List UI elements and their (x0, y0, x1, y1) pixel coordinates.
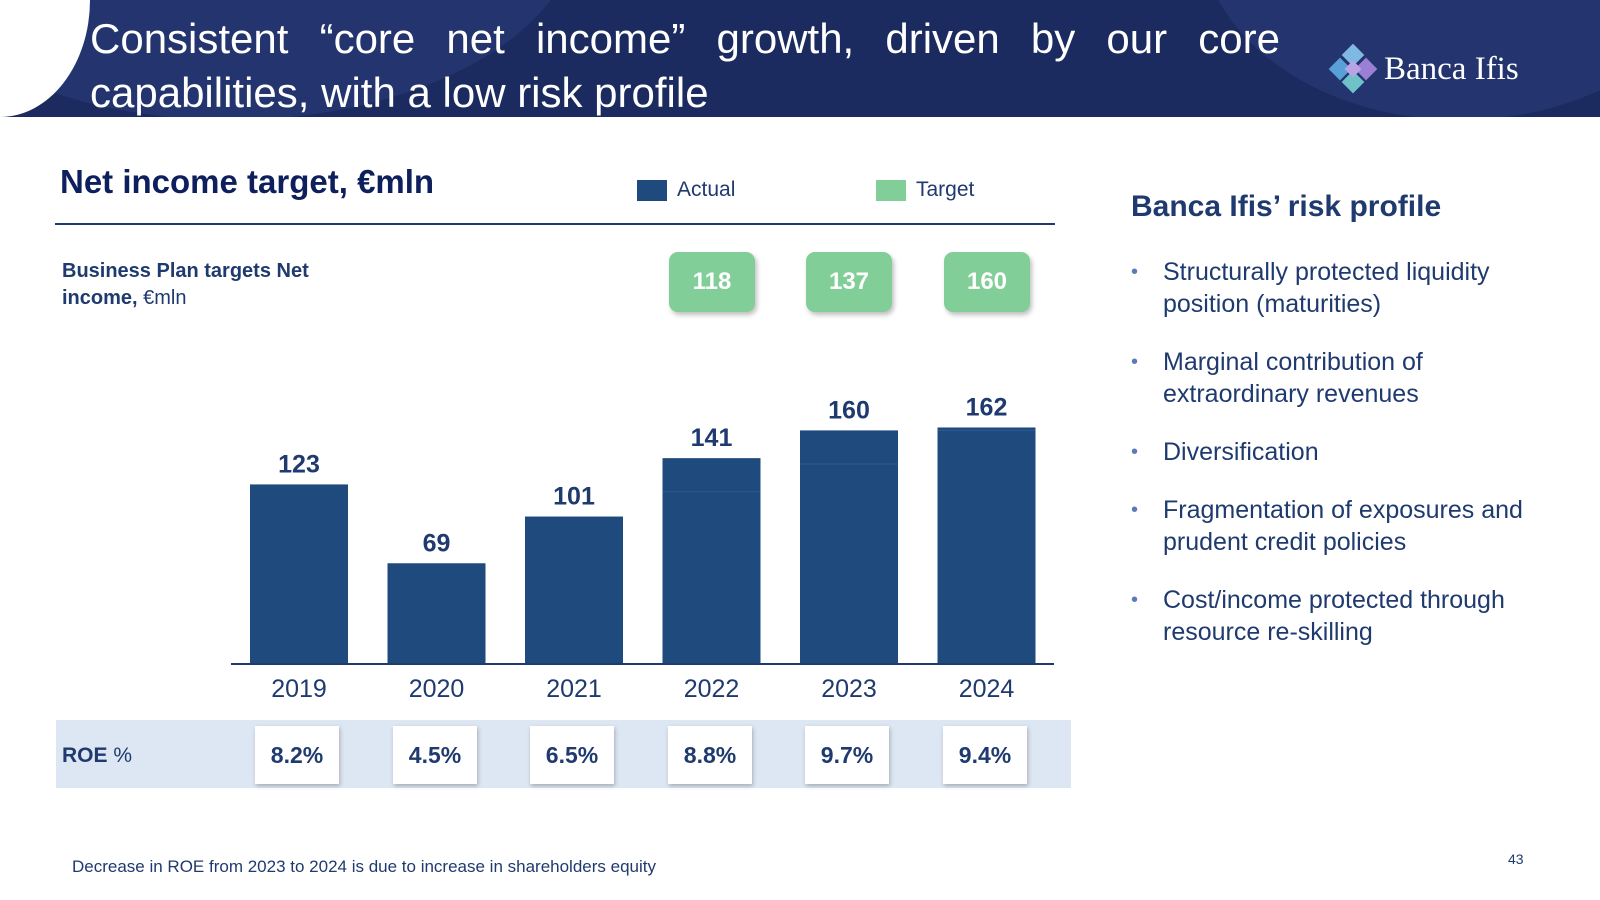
legend-swatch-target (876, 179, 906, 201)
logo-diamond-icon (1328, 44, 1378, 94)
roe-label-unit: % (113, 744, 133, 767)
bullet-icon: • (1131, 589, 1139, 611)
value-label-2023: 160 (828, 396, 870, 424)
risk-item: • Fragmentation of exposures and prudent … (1131, 494, 1571, 558)
bar-actual-2019 (250, 484, 348, 664)
legend-item-actual: Actual (637, 178, 735, 202)
risk-item: • Marginal contribution of extraordinary … (1131, 346, 1571, 410)
bar-actual-2024 (937, 427, 1036, 664)
roe-label-bold: ROE (62, 744, 108, 767)
risk-item-text: Diversification (1163, 438, 1319, 466)
roe-value-2019: 8.2% (255, 726, 339, 784)
x-tick-2020: 2020 (409, 675, 465, 703)
roe-value-2022: 8.8% (668, 726, 752, 784)
roe-value-2020: 4.5% (393, 726, 477, 784)
x-tick-2024: 2024 (959, 675, 1015, 703)
page-number: 43 (1508, 851, 1524, 867)
logo-text: Banca Ifis (1384, 50, 1519, 87)
bullet-icon: • (1131, 499, 1139, 521)
bullet-icon: • (1131, 351, 1139, 373)
business-plan-label: Business Plan targets Net income, €mln (62, 258, 362, 312)
risk-item-text: Cost/income protected through resource r… (1163, 586, 1505, 646)
roe-value-2021: 6.5% (530, 726, 614, 784)
bullet-icon: • (1131, 261, 1139, 283)
net-income-bar-chart: 123 2019 69 2020 101 2021 141 2022 160 2023 162 202… (231, 393, 1054, 703)
banca-ifis-logo: Banca Ifis (1328, 44, 1519, 94)
legend-item-target: Target (876, 178, 974, 202)
business-plan-label-unit: €mln (143, 287, 187, 309)
bar-actual-2021 (525, 516, 623, 664)
target-value-2022: 118 (669, 252, 755, 312)
header-banner: Consistent “core net income” growth, dri… (0, 0, 1600, 117)
target-value-2023: 137 (806, 252, 892, 312)
value-label-2021: 101 (553, 483, 595, 511)
risk-item: • Cost/income protected through resource … (1131, 584, 1571, 648)
x-tick-2019: 2019 (271, 675, 327, 703)
value-label-2022: 141 (691, 424, 733, 452)
bar-actual-2022 (662, 458, 761, 664)
target-value-2024: 160 (944, 252, 1030, 312)
bullet-icon: • (1131, 441, 1139, 463)
value-label-2019: 123 (278, 450, 320, 478)
x-tick-2021: 2021 (546, 675, 602, 703)
legend-swatch-actual (637, 179, 667, 201)
heading-divider (55, 223, 1055, 225)
chart-heading: Net income target, €mln (60, 163, 435, 200)
roe-label: ROE % (62, 744, 132, 768)
roe-value-2023: 9.7% (805, 726, 889, 784)
slide-title: Consistent “core net income” growth, dri… (90, 15, 1280, 116)
legend-label-target: Target (916, 178, 975, 201)
risk-item: • Diversification (1131, 436, 1571, 468)
roe-value-2024: 9.4% (943, 726, 1027, 784)
value-label-2020: 69 (423, 529, 451, 557)
risk-item-text: Structurally protected liquidity positio… (1163, 258, 1490, 318)
risk-item: • Structurally protected liquidity positi… (1131, 256, 1571, 320)
legend-label-actual: Actual (677, 178, 736, 201)
risk-item-text: Fragmentation of exposures and prudent c… (1163, 496, 1523, 556)
value-label-2024: 162 (966, 393, 1008, 421)
risk-item-text: Marginal contribution of extraordinary r… (1163, 348, 1423, 408)
x-tick-2022: 2022 (684, 675, 740, 703)
footnote: Decrease in ROE from 2023 to 2024 is due… (72, 857, 656, 876)
x-tick-2023: 2023 (821, 675, 877, 703)
bar-actual-2020 (387, 563, 486, 664)
risk-profile-list: • Structurally protected liquidity positi… (1131, 256, 1571, 674)
bar-actual-2023 (800, 430, 898, 664)
business-plan-label-bold: Business Plan targets Net income, (62, 260, 309, 309)
risk-profile-title: Banca Ifis’ risk profile (1131, 190, 1442, 223)
